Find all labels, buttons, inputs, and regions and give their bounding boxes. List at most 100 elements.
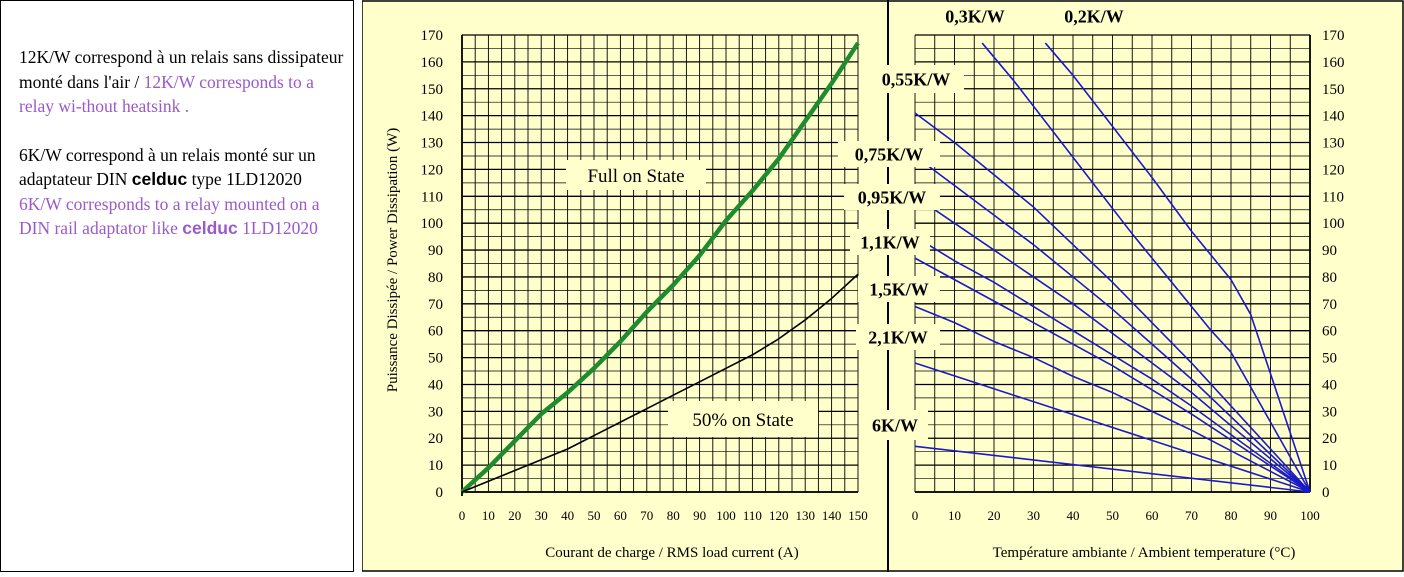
explanation-panel: 12K/W correspond à un relais sans dissip… [0, 0, 354, 572]
x-tick-label: 60 [614, 508, 627, 523]
curve-labels: Full on State 50% on State 0,3K/W 0,2K/W 0,5… [566, 2, 1138, 440]
label-0-2kw: 0,2K/W [1064, 6, 1124, 26]
label-0-55kw-box: 0,55K/W [868, 65, 964, 93]
full-on-state-line [460, 41, 860, 494]
label-0-75kw-box: 0,75K/W [838, 141, 940, 167]
label-2-1kw-background [856, 324, 940, 350]
x-tick-label: 80 [667, 508, 680, 523]
right-y-tick-label: 90 [1322, 243, 1337, 259]
label-0-95kw: 0,95K/W [858, 187, 927, 207]
right-y-tick-label: 80 [1322, 270, 1337, 286]
label-1-5kw: 1,5K/W [869, 279, 929, 299]
y-tick-label: 170 [421, 28, 444, 44]
note-12kw-english: 12K/W corresponds to a relay wi-thout he… [19, 71, 314, 117]
right-x-tick-label: 10 [948, 508, 961, 523]
brand-name-english: celduc [182, 218, 238, 238]
y-tick-label: 110 [421, 189, 443, 205]
x-tick-label: 120 [769, 508, 789, 523]
chart-area: 0 10 20 30 40 50 60 70 80 90 100 110 120 130 140 150 160… [361, 0, 1404, 572]
label-6kw: 6K/W [872, 415, 918, 435]
right-y-tick-label: 110 [1322, 189, 1344, 205]
y-tick-label: 50 [428, 351, 443, 367]
x-tick-label: 130 [795, 508, 815, 523]
right-y-tick-label: 40 [1322, 377, 1337, 393]
right-y-tick-label: 150 [1322, 82, 1345, 98]
half-on-state-label: 50% on State [692, 410, 793, 431]
right-y-tick-label: 20 [1322, 431, 1337, 447]
x-tick-label: 30 [535, 508, 548, 523]
y-tick-label: 60 [428, 324, 443, 340]
label-2-1kw: 2,1K/W [868, 327, 928, 347]
label-0-2kw-box: 0,2K/W [1050, 2, 1138, 30]
y-tick-label: 120 [421, 162, 444, 178]
power-dissipation-chart: 0102030405060708090100110120130140150160… [361, 0, 1404, 572]
thermal-resistance-line [914, 362, 1311, 493]
right-y-tick-label: 170 [1322, 28, 1345, 44]
x-tick-label: 20 [508, 508, 521, 523]
right-series [914, 42, 1311, 493]
right-y-tick-label: 140 [1322, 109, 1345, 125]
right-x-tick-label: 80 [1225, 508, 1238, 523]
x-axis-label-right: Température ambiante / Ambient temperatu… [993, 545, 1296, 561]
label-6kw-box: 6K/W [862, 410, 928, 440]
right-x-tick-label: 20 [988, 508, 1001, 523]
right-y-tick-label: 0 [1322, 485, 1330, 501]
y-tick-label: 10 [428, 458, 443, 474]
label-0-55kw-background [868, 65, 964, 93]
note-paragraph-6kw: 6K/W correspond à un relais monté sur un… [19, 143, 353, 241]
label-1-5kw-box: 1,5K/W [858, 276, 940, 302]
y-tick-label: 160 [421, 55, 444, 71]
note-6kw-type: type 1LD12020 [191, 169, 302, 189]
full-on-state-label-background [566, 160, 706, 190]
right-y-tick-label: 70 [1322, 297, 1337, 313]
half-on-state-line [461, 273, 859, 493]
half-on-state-label-box: 50% on State [668, 401, 818, 437]
full-on-state-label-box: Full on State [566, 160, 706, 190]
thermal-resistance-line [914, 195, 1311, 493]
y-tick-label: 100 [421, 216, 444, 232]
label-0-55kw: 0,55K/W [882, 69, 951, 89]
y-tick-label: 90 [428, 243, 443, 259]
label-1-1kw-box: 1,1K/W [850, 229, 930, 255]
y-tick-label: 130 [421, 136, 444, 152]
right-y-tick-label: 130 [1322, 136, 1345, 152]
label-0-3kw-background [930, 2, 1020, 30]
label-0-95kw-background [844, 184, 940, 210]
label-0-75kw-background [838, 141, 940, 167]
label-1-1kw-background [850, 229, 930, 255]
x-tick-label: 40 [561, 508, 574, 523]
right-x-tick-label: 50 [1106, 508, 1119, 523]
thermal-resistance-line [914, 112, 1311, 493]
note-6kw-english: 6K/W corresponds to a relay mounted on a… [19, 193, 320, 239]
left-tick-labels: 0102030405060708090100110120130140150160… [421, 28, 868, 523]
right-tick-labels: 0102030405060708090100110120130140150160… [912, 28, 1345, 523]
right-x-tick-label: 40 [1067, 508, 1080, 523]
right-y-tick-label: 120 [1322, 162, 1345, 178]
y-tick-label: 150 [421, 82, 444, 98]
full-on-state-label: Full on State [587, 166, 684, 187]
y-axis-label: Puissance Dissipée / Power Dissipation (… [385, 128, 401, 393]
x-tick-label: 110 [743, 508, 762, 523]
right-x-tick-label: 70 [1185, 508, 1198, 523]
label-0-2kw-background [1050, 2, 1138, 30]
right-y-tick-label: 30 [1322, 404, 1337, 420]
half-on-state-label-background [668, 401, 818, 437]
right-y-tick-label: 100 [1322, 216, 1345, 232]
thermal-resistance-line [914, 257, 1311, 493]
label-6kw-background [862, 410, 928, 440]
note-6kw-english-type: 1LD12020 [242, 218, 318, 238]
right-y-tick-label: 50 [1322, 351, 1337, 367]
label-1-1kw: 1,1K/W [860, 232, 920, 252]
x-tick-label: 150 [848, 508, 868, 523]
y-tick-label: 30 [428, 404, 443, 420]
label-2-1kw-box: 2,1K/W [856, 324, 940, 350]
note-6kw-french: 6K/W correspond à un relais monté sur un… [19, 144, 316, 190]
right-x-tick-label: 0 [912, 508, 919, 523]
thermal-resistance-line [914, 445, 1311, 493]
x-tick-label: 70 [640, 508, 653, 523]
thermal-resistance-line [981, 42, 1311, 493]
x-tick-label: 100 [716, 508, 736, 523]
right-grid [914, 34, 1311, 493]
thermal-resistance-line [914, 155, 1311, 493]
right-x-tick-label: 100 [1300, 508, 1320, 523]
